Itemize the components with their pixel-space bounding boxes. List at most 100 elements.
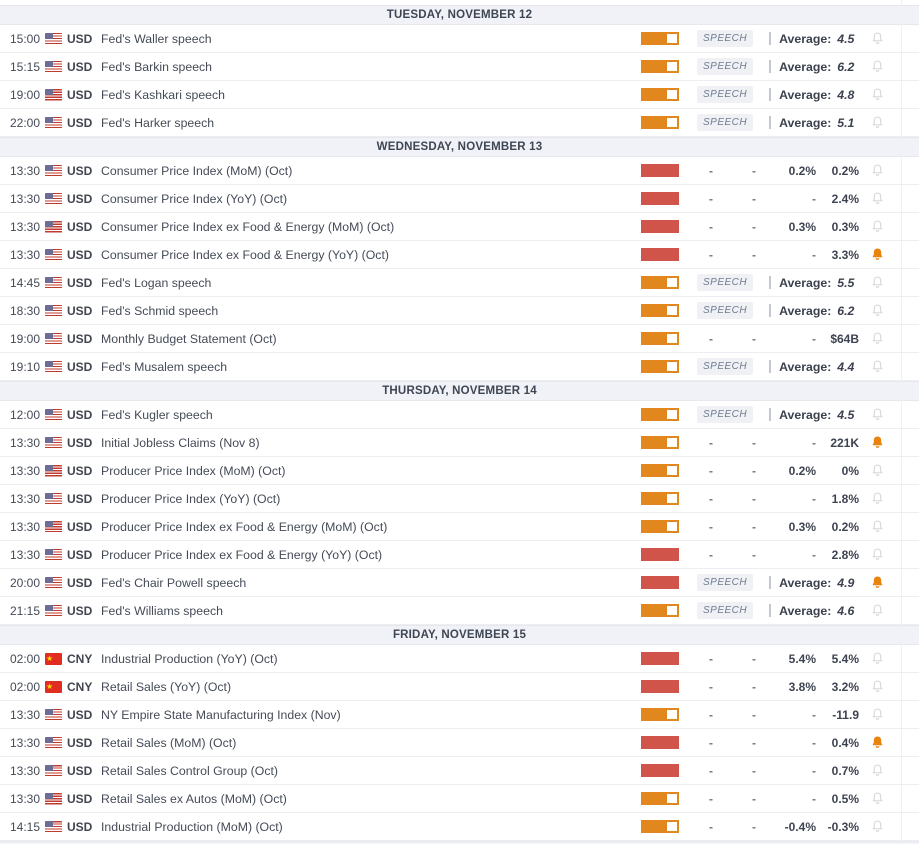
event-row[interactable]: 13:30 USD Retail Sales (MoM) (Oct) - - -… (0, 729, 919, 757)
event-row[interactable]: 15:00 USD Fed's Waller speech SPEECH Ave… (0, 25, 919, 53)
alert-bell-button[interactable] (859, 87, 919, 102)
alert-bell-button[interactable] (859, 31, 919, 46)
alert-bell-button[interactable] (859, 275, 919, 290)
event-values: SPEECH Average: 4.4 (679, 353, 859, 380)
event-row[interactable]: 13:30 USD Producer Price Index (YoY) (Oc… (0, 485, 919, 513)
event-name[interactable]: Fed's Williams speech (101, 603, 223, 618)
alert-bell-button[interactable] (859, 115, 919, 130)
event-row[interactable]: 13:30 USD Consumer Price Index (YoY) (Oc… (0, 185, 919, 213)
event-name[interactable]: Producer Price Index (MoM) (Oct) (101, 463, 286, 478)
event-row[interactable]: 12:00 USD Fed's Kugler speech SPEECH Ave… (0, 401, 919, 429)
event-name[interactable]: Consumer Price Index (MoM) (Oct) (101, 163, 293, 178)
event-name[interactable]: Fed's Kashkari speech (101, 87, 226, 102)
alert-bell-button[interactable] (859, 331, 919, 346)
alert-bell-button[interactable] (859, 575, 919, 590)
event-name[interactable]: Fed's Harker speech (101, 115, 215, 130)
alert-bell-button[interactable] (859, 735, 919, 750)
event-name[interactable]: Industrial Production (MoM) (Oct) (101, 819, 283, 834)
country-flag-icon (45, 116, 62, 129)
average-label: Average: (779, 59, 832, 74)
alert-bell-button[interactable] (859, 191, 919, 206)
event-name[interactable]: Consumer Price Index ex Food & Energy (Y… (101, 247, 389, 262)
alert-bell-button[interactable] (859, 819, 919, 834)
event-time: 21:15 (10, 603, 41, 618)
event-name[interactable]: Consumer Price Index ex Food & Energy (M… (101, 219, 395, 234)
alert-bell-button[interactable] (859, 163, 919, 178)
event-row[interactable]: 02:00 CNY Industrial Production (YoY) (O… (0, 645, 919, 673)
volatility-bar (641, 248, 679, 261)
event-row[interactable]: 13:30 USD Retail Sales Control Group (Oc… (0, 757, 919, 785)
alert-bell-button[interactable] (859, 679, 919, 694)
previous-value: -0.3% (827, 819, 859, 834)
alert-bell-button[interactable] (859, 707, 919, 722)
event-name[interactable]: Monthly Budget Statement (Oct) (101, 331, 277, 346)
event-row[interactable]: 19:00 USD Monthly Budget Statement (Oct)… (0, 325, 919, 353)
event-row[interactable]: 13:30 USD Consumer Price Index ex Food &… (0, 241, 919, 269)
event-name[interactable]: Fed's Chair Powell speech (101, 575, 247, 590)
alert-bell-button[interactable] (859, 303, 919, 318)
event-row[interactable]: 13:30 USD Producer Price Index ex Food &… (0, 513, 919, 541)
volatility-indicator (641, 116, 679, 129)
event-name[interactable]: Fed's Barkin speech (101, 59, 213, 74)
alert-bell-button[interactable] (859, 763, 919, 778)
speech-badge: SPEECH (697, 358, 754, 375)
volatility-bar (641, 792, 679, 805)
event-row[interactable]: 21:15 USD Fed's Williams speech SPEECH A… (0, 597, 919, 625)
event-name[interactable]: Fed's Logan speech (101, 275, 212, 290)
event-row[interactable]: 22:00 USD Fed's Harker speech SPEECH Ave… (0, 109, 919, 137)
event-row[interactable]: 14:45 USD Fed's Logan speech SPEECH Aver… (0, 269, 919, 297)
alert-bell-button[interactable] (859, 651, 919, 666)
event-name[interactable]: Fed's Waller speech (101, 31, 212, 46)
event-row[interactable]: 15:15 USD Fed's Barkin speech SPEECH Ave… (0, 53, 919, 81)
event-row[interactable]: 13:30 USD Producer Price Index (MoM) (Oc… (0, 457, 919, 485)
event-row[interactable]: 19:10 USD Fed's Musalem speech SPEECH Av… (0, 353, 919, 381)
event-row[interactable]: 13:30 USD Retail Sales ex Autos (MoM) (O… (0, 785, 919, 813)
event-row[interactable]: 20:00 USD Fed's Chair Powell speech SPEE… (0, 569, 919, 597)
alert-bell-button[interactable] (859, 59, 919, 74)
event-name[interactable]: Retail Sales ex Autos (MoM) (Oct) (101, 791, 287, 806)
alert-bell-button[interactable] (859, 547, 919, 562)
alert-bell-button[interactable] (859, 359, 919, 374)
event-row[interactable]: 14:15 USD Industrial Production (MoM) (O… (0, 813, 919, 841)
event-name[interactable]: Initial Jobless Claims (Nov 8) (101, 435, 260, 450)
average-value: 6.2 (837, 303, 855, 318)
event-name[interactable]: Retail Sales (MoM) (Oct) (101, 735, 237, 750)
alert-bell-button[interactable] (859, 247, 919, 262)
event-name[interactable]: Retail Sales Control Group (Oct) (101, 763, 279, 778)
currency-code: USD (67, 547, 93, 562)
event-name[interactable]: Fed's Musalem speech (101, 359, 228, 374)
alert-bell-button[interactable] (859, 603, 919, 618)
event-name[interactable]: Consumer Price Index (YoY) (Oct) (101, 191, 288, 206)
event-row[interactable]: 13:30 USD Consumer Price Index (MoM) (Oc… (0, 157, 919, 185)
country-flag-icon (45, 436, 62, 449)
bell-icon (872, 464, 883, 476)
event-name[interactable]: Industrial Production (YoY) (Oct) (101, 651, 278, 666)
bell-icon (872, 360, 883, 372)
event-row[interactable]: 13:30 USD Producer Price Index ex Food &… (0, 541, 919, 569)
alert-bell-button[interactable] (859, 435, 919, 450)
event-name[interactable]: Fed's Kugler speech (101, 407, 213, 422)
alert-bell-button[interactable] (859, 463, 919, 478)
event-row[interactable]: 18:30 USD Fed's Schmid speech SPEECH Ave… (0, 297, 919, 325)
event-name[interactable]: Fed's Schmid speech (101, 303, 219, 318)
event-row[interactable]: 02:00 CNY Retail Sales (YoY) (Oct) - - 3… (0, 673, 919, 701)
event-row[interactable]: 13:30 USD Initial Jobless Claims (Nov 8)… (0, 429, 919, 457)
previous-value: 2.8% (831, 547, 859, 562)
event-name[interactable]: NY Empire State Manufacturing Index (Nov… (101, 707, 341, 722)
event-row[interactable]: 19:00 USD Fed's Kashkari speech SPEECH A… (0, 81, 919, 109)
event-row[interactable]: 13:30 USD NY Empire State Manufacturing … (0, 701, 919, 729)
event-name[interactable]: Producer Price Index (YoY) (Oct) (101, 491, 281, 506)
alert-bell-button[interactable] (859, 519, 919, 534)
alert-bell-button[interactable] (859, 407, 919, 422)
actual-value: - (709, 707, 713, 722)
event-time: 13:30 (10, 247, 41, 262)
event-name[interactable]: Retail Sales (YoY) (Oct) (101, 679, 232, 694)
alert-bell-button[interactable] (859, 791, 919, 806)
event-name[interactable]: Producer Price Index ex Food & Energy (Y… (101, 547, 383, 562)
alert-bell-button[interactable] (859, 491, 919, 506)
event-name[interactable]: Producer Price Index ex Food & Energy (M… (101, 519, 388, 534)
day-header: FRIDAY, NOVEMBER 15 (0, 625, 919, 645)
alert-bell-button[interactable] (859, 219, 919, 234)
event-row[interactable]: 13:30 USD Consumer Price Index ex Food &… (0, 213, 919, 241)
